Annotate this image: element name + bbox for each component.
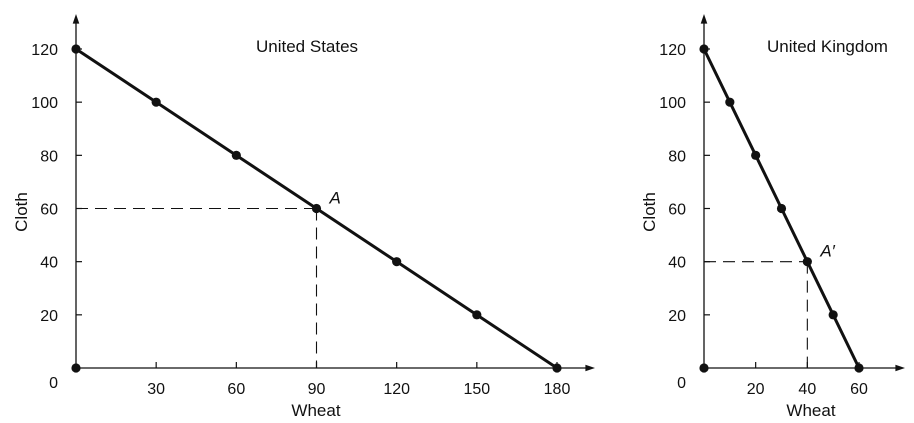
chart-united-kingdom: 20 40 60 80 100 120 20 40 60 0 Wheat Cloth United Ki… [640,14,905,420]
data-point [552,363,562,373]
data-point [392,257,402,267]
data-point [699,44,709,54]
x-tick-label: 40 [798,381,816,398]
origin-label: 0 [677,375,686,392]
x-tick-label: 60 [850,381,868,398]
x-tick-label: 150 [463,381,490,398]
y-tick-label: 80 [668,148,686,165]
x-axis-arrow [895,364,905,372]
y-tick-label: 40 [668,255,686,272]
data-point [802,257,812,267]
data-point [311,203,322,214]
chart-title: United States [256,37,358,56]
x-tick-label: 20 [747,381,765,398]
y-tick-label: 120 [659,42,686,59]
point-annotation: A [329,189,341,208]
x-tick-label: 180 [544,381,571,398]
x-tick-label: 120 [383,381,410,398]
chart-title: United Kingdom [767,37,888,56]
data-point [776,203,787,214]
x-tick-label: 90 [308,381,326,398]
y-tick-label: 40 [40,255,58,272]
origin-point [699,363,709,373]
y-axis-arrow [700,14,708,24]
y-axis-label: Cloth [640,192,659,232]
data-point [151,97,161,107]
data-point [231,150,241,160]
data-point [71,44,81,54]
y-tick-label: 100 [659,95,686,112]
y-tick-label: 60 [40,202,58,219]
x-axis-label: Wheat [786,401,835,420]
x-axis-label: Wheat [291,401,340,420]
x-axis-arrow [585,364,595,372]
data-point [725,97,735,107]
data-point [751,150,761,160]
data-point [828,310,838,320]
y-axis-label: Cloth [12,192,31,232]
chart-united-states: 20 40 60 80 100 120 30 60 90 120 150 180 0 Wheat Cloth… [12,14,595,420]
data-point [854,363,864,373]
y-tick-label: 120 [31,42,58,59]
y-tick-label: 100 [31,95,58,112]
x-tick-label: 30 [147,381,165,398]
y-tick-label: 80 [40,148,58,165]
x-tick-label: 60 [227,381,245,398]
y-axis-arrow [72,14,80,24]
origin-label: 0 [49,375,58,392]
y-tick-label: 20 [668,308,686,325]
point-annotation: A′ [819,242,835,261]
origin-point [71,363,81,373]
y-tick-label: 20 [40,308,58,325]
y-tick-label: 60 [668,202,686,219]
data-point [472,310,482,320]
